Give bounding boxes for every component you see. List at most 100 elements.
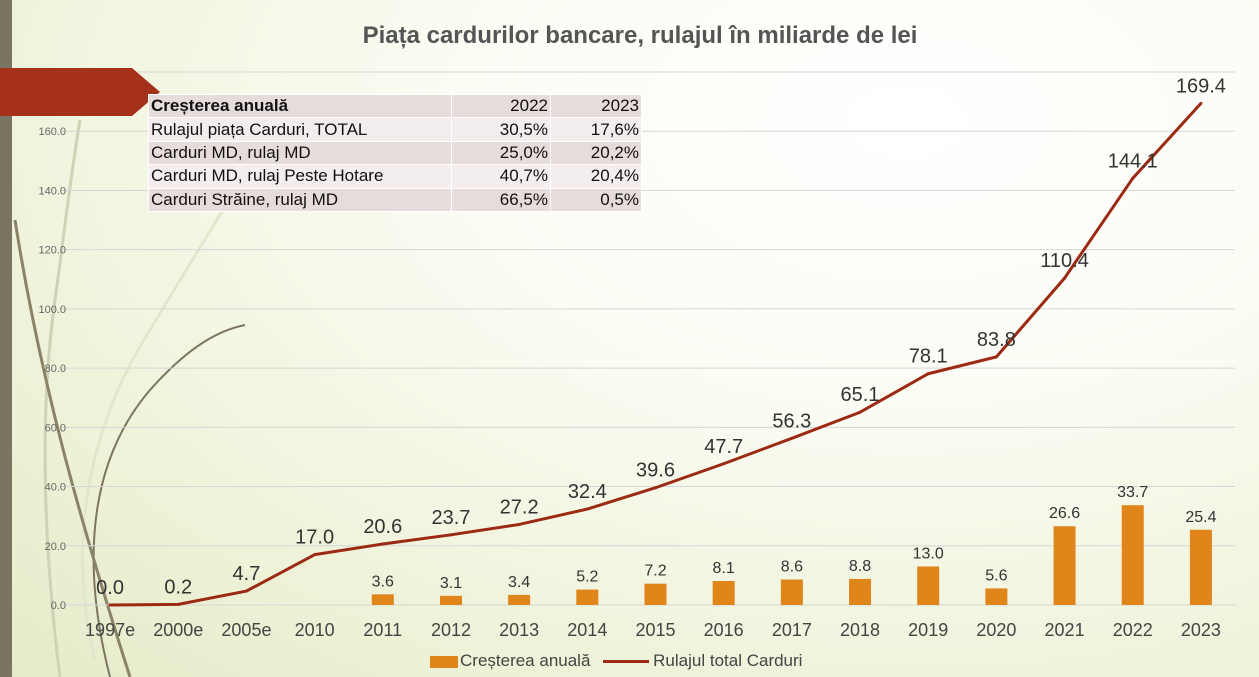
bar-value-label: 8.8: [849, 558, 871, 575]
legend-label-line: Rulajul total Carduri: [653, 651, 803, 670]
line-point: [1063, 276, 1067, 280]
legend-swatch-line: [603, 660, 650, 664]
x-tick-label: 2005e: [221, 620, 271, 640]
table-value-cell: 2022: [451, 93, 551, 119]
y-tick-label: 0.0: [51, 600, 66, 612]
y-tick-label: 160.0: [38, 126, 66, 138]
growth-table-row: Rulajul piața Carduri, TOTAL 30,5% 17,6%: [148, 117, 642, 142]
line-value-label: 56.3: [772, 410, 811, 432]
x-tick-label: 2023: [1181, 620, 1221, 640]
growth-table-row: Carduri MD, rulaj MD 25,0% 20,2%: [148, 140, 642, 166]
table-label-cell: Carduri MD, rulaj Peste Hotare: [148, 164, 452, 189]
line-value-label: 110.4: [1040, 250, 1089, 272]
line-point: [313, 553, 317, 557]
bar: [371, 594, 394, 605]
line-point: [176, 602, 180, 606]
bar-value-label: 25.4: [1185, 509, 1216, 526]
line-value-label: 20.6: [363, 516, 402, 538]
bar: [985, 588, 1008, 605]
line-value-label: 47.7: [704, 436, 743, 458]
line-value-label: 17.0: [295, 527, 334, 549]
x-tick-label: 2020: [976, 620, 1016, 640]
line-point: [244, 589, 248, 593]
y-tick-label: 140.0: [38, 185, 66, 197]
bar: [439, 595, 462, 605]
line-point: [381, 542, 385, 546]
bar-value-label: 33.7: [1117, 484, 1148, 501]
bar-value-label: 3.4: [508, 574, 530, 591]
line-point: [585, 507, 589, 511]
y-tick-label: 80.0: [45, 363, 66, 375]
growth-table-row: Carduri Străine, rulaj MD 66,5% 0,5%: [148, 187, 642, 212]
y-tick-label: 100.0: [38, 304, 66, 316]
table-label-cell: Rulajul piața Carduri, TOTAL: [148, 117, 452, 142]
table-value-cell: 17,6%: [550, 117, 642, 142]
line-value-label: 169.4: [1176, 75, 1226, 97]
y-tick-label: 120.0: [38, 245, 66, 257]
bar: [712, 581, 735, 605]
line-point: [790, 436, 794, 440]
growth-table-row: Carduri MD, rulaj Peste Hotare 40,7% 20,4%: [148, 164, 642, 189]
line-value-label: 27.2: [500, 496, 539, 518]
table-value-cell: 30,5%: [451, 117, 551, 142]
x-tick-label: 2017: [772, 620, 812, 640]
x-tick-label: 2018: [840, 620, 880, 640]
table-value-cell: 2023: [550, 93, 642, 119]
growth-table: Creșterea anuală 2022 2023 Rulajul piața Ca…: [148, 93, 642, 212]
table-value-cell: 20,2%: [550, 140, 642, 166]
line-point: [722, 462, 726, 466]
line-value-label: 32.4: [568, 481, 607, 503]
bar: [780, 579, 803, 605]
line-point: [449, 533, 453, 537]
table-label-cell: Carduri Străine, rulaj MD: [148, 187, 452, 212]
bar: [1121, 505, 1144, 605]
line-value-label: 39.6: [636, 460, 675, 482]
x-tick-label: 2016: [704, 620, 744, 640]
bar-value-label: 8.6: [781, 559, 803, 576]
line-value-label: 4.7: [233, 563, 261, 585]
bar-value-label: 26.6: [1049, 505, 1080, 522]
table-label-cell: Carduri MD, rulaj MD: [148, 140, 452, 166]
line-point: [994, 355, 998, 359]
line-point: [517, 522, 521, 526]
line-value-label: 78.1: [909, 346, 948, 368]
line-point: [1131, 176, 1135, 180]
line-value-label: 144.1: [1108, 150, 1158, 172]
table-value-cell: 66,5%: [451, 187, 551, 212]
chart-title: Piața cardurilor bancare, rulajul în mil…: [362, 22, 918, 49]
x-tick-label: 2012: [431, 620, 471, 640]
x-tick-label: 2013: [499, 620, 539, 640]
bar: [508, 594, 531, 605]
bar: [1189, 529, 1212, 605]
line-point: [1199, 101, 1203, 105]
bar: [644, 583, 667, 605]
legend-swatch-bar: [430, 655, 458, 668]
y-tick-label: 40.0: [45, 482, 66, 494]
line-value-label: 23.7: [432, 507, 471, 529]
bar-value-label: 13.0: [913, 546, 944, 563]
x-tick-label: 2021: [1045, 620, 1085, 640]
bar-value-label: 7.2: [644, 563, 666, 580]
table-value-cell: 40,7%: [451, 164, 551, 189]
legend-item-bars: Creșterea anuală: [430, 651, 590, 671]
line-value-label: 0.0: [96, 577, 124, 599]
x-tick-label: 2014: [567, 620, 607, 640]
line-point: [108, 603, 112, 607]
line-point: [654, 486, 657, 490]
bar-value-label: 5.2: [576, 569, 598, 586]
line-point: [926, 372, 930, 376]
bar-value-label: 5.6: [985, 567, 1007, 584]
bar: [849, 578, 872, 605]
background-decor-curves: [13, 119, 247, 677]
legend: Creșterea anuală Rulajul total Carduri: [430, 651, 810, 671]
x-tick-label: 2010: [295, 620, 335, 640]
line-value-label: 0.2: [164, 576, 192, 598]
line-point: [858, 410, 862, 414]
bar: [1053, 526, 1076, 605]
x-tick-label: 2015: [635, 620, 675, 640]
x-tick-label: 2022: [1113, 620, 1153, 640]
x-tick-label: 1997e: [85, 620, 135, 640]
bar-value-label: 8.1: [713, 560, 735, 577]
x-tick-label: 2019: [908, 620, 948, 640]
